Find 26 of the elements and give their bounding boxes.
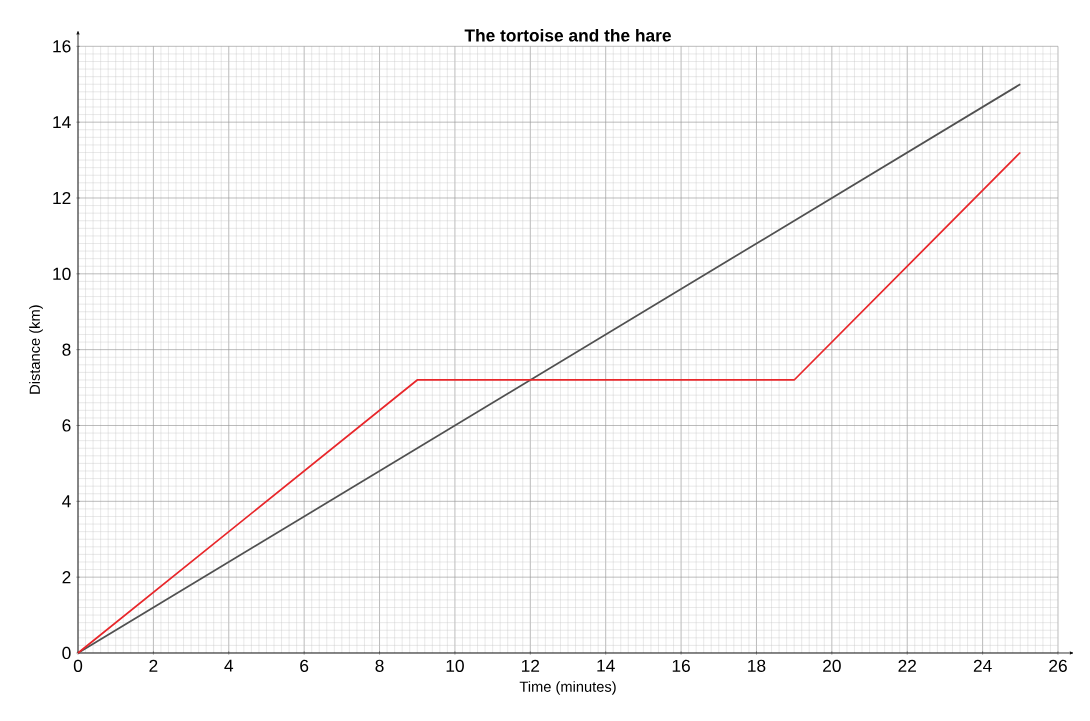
y-tick-label: 10 xyxy=(53,267,71,280)
x-tick-label: 22 xyxy=(898,659,916,672)
x-tick-label: 20 xyxy=(823,659,841,672)
y-tick-label: 14 xyxy=(53,116,71,129)
x-tick-label: 0 xyxy=(73,659,83,672)
y-axis-title: Distance (km) xyxy=(29,305,43,394)
x-tick-label: 18 xyxy=(748,659,766,672)
x-tick-label: 14 xyxy=(597,659,615,672)
x-tick-label: 12 xyxy=(521,659,540,672)
x-tick-label: 6 xyxy=(300,659,309,672)
x-tick-label: 2 xyxy=(149,659,158,672)
y-tick-label: 0 xyxy=(62,646,71,660)
y-tick-label: 8 xyxy=(62,343,71,356)
y-tick-label: 2 xyxy=(62,571,71,584)
x-tick-label: 24 xyxy=(973,659,992,672)
x-axis-title: Time (minutes) xyxy=(519,681,616,695)
x-tick-label: 26 xyxy=(1049,659,1067,672)
y-tick-label: 6 xyxy=(62,419,71,432)
y-tick-label: 4 xyxy=(62,495,71,508)
x-tick-label: 4 xyxy=(224,659,234,672)
y-tick-label: 16 xyxy=(53,40,71,53)
x-tick-label: 10 xyxy=(446,659,464,672)
x-tick-label: 8 xyxy=(375,659,384,672)
x-tick-label: 16 xyxy=(672,659,690,672)
y-tick-label: 12 xyxy=(53,191,71,205)
chart-title: The tortoise and the hare xyxy=(464,28,671,42)
